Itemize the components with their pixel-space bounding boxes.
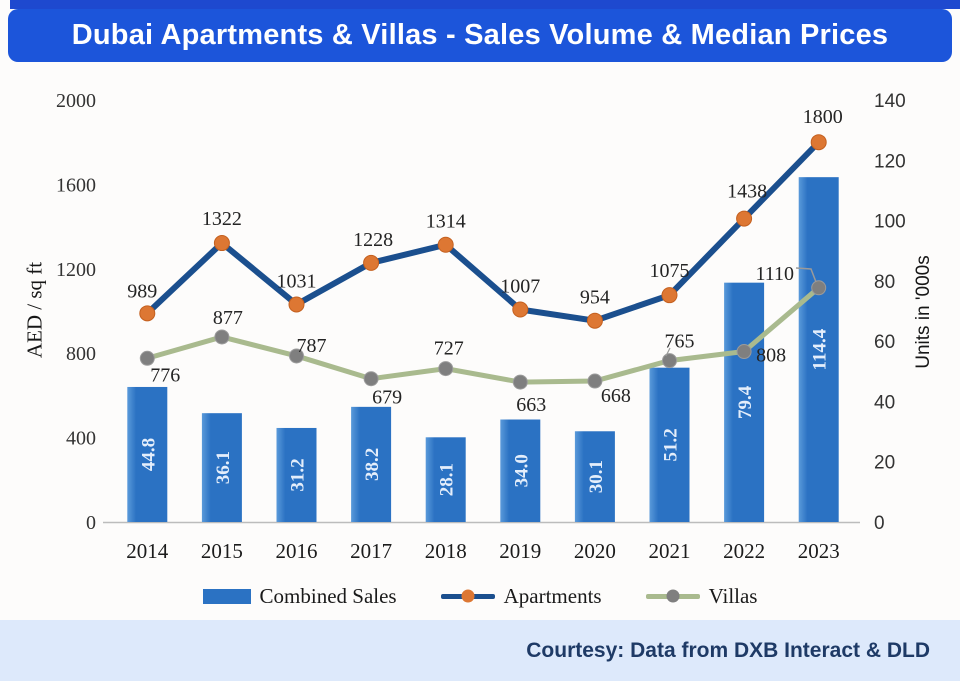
svg-text:1200: 1200 [56, 259, 96, 281]
svg-text:727: 727 [434, 338, 464, 360]
svg-text:877: 877 [213, 307, 243, 329]
legend-item-villas: Villas [645, 583, 758, 609]
svg-text:2023: 2023 [798, 539, 840, 563]
svg-text:44.8: 44.8 [138, 438, 159, 471]
svg-text:808: 808 [756, 345, 786, 367]
legend-label-apartments: Apartments [503, 583, 602, 608]
apartments-markers [139, 134, 827, 329]
page-title: Dubai Apartments & Villas - Sales Volume… [71, 19, 889, 51]
svg-text:2014: 2014 [126, 539, 169, 563]
svg-text:954: 954 [580, 287, 610, 309]
svg-text:2022: 2022 [723, 539, 765, 563]
legend-item-combined-sales: Combined Sales [202, 583, 397, 609]
svg-text:668: 668 [601, 385, 631, 407]
svg-text:1322: 1322 [202, 208, 242, 230]
svg-text:28.1: 28.1 [437, 463, 458, 496]
svg-text:31.2: 31.2 [288, 458, 309, 491]
svg-text:765: 765 [665, 331, 695, 353]
svg-text:2000: 2000 [56, 90, 96, 112]
svg-text:776: 776 [150, 364, 180, 386]
svg-text:2021: 2021 [649, 539, 691, 563]
left-axis-title: AED / sq ft [22, 261, 47, 359]
legend-label-villas: Villas [708, 583, 758, 608]
villas-765-leader [665, 347, 671, 357]
legend-label-combined-sales: Combined Sales [259, 583, 397, 608]
legend-item-apartments: Apartments [440, 583, 602, 609]
svg-text:2020: 2020 [574, 539, 616, 563]
svg-text:40: 40 [874, 392, 895, 413]
svg-text:51.2: 51.2 [661, 428, 682, 461]
svg-text:34.0: 34.0 [511, 454, 532, 487]
svg-text:1314: 1314 [426, 211, 466, 233]
svg-text:1228: 1228 [353, 229, 393, 251]
svg-text:79.4: 79.4 [735, 385, 756, 419]
top-border-strip [10, 0, 960, 9]
villas-data-labels: 776 877 787 679 727 663 668 765 808 1110 [150, 263, 794, 416]
svg-text:1075: 1075 [650, 260, 690, 282]
svg-text:30.1: 30.1 [586, 460, 607, 493]
svg-text:36.1: 36.1 [213, 451, 234, 484]
chart-legend: Combined Sales Apartments Villas [0, 583, 960, 609]
svg-text:2016: 2016 [276, 539, 318, 563]
svg-text:20: 20 [874, 453, 895, 474]
svg-text:100: 100 [874, 212, 906, 233]
svg-text:2018: 2018 [425, 539, 467, 563]
svg-text:1110: 1110 [755, 263, 794, 285]
svg-text:0: 0 [874, 513, 885, 534]
villas-1110-leader [795, 267, 817, 283]
svg-text:1007: 1007 [500, 276, 540, 298]
svg-text:120: 120 [874, 151, 906, 172]
right-axis-ticks: 0 20 40 60 80 100 120 140 [874, 91, 906, 534]
svg-text:2017: 2017 [350, 539, 392, 563]
apartments-line-swatch [440, 589, 495, 603]
combo-chart: 0 400 800 1200 1600 2000 0 20 40 60 80 100 120 140 201… [56, 90, 906, 563]
svg-text:80: 80 [874, 272, 895, 293]
title-banner: Dubai Apartments & Villas - Sales Volume… [8, 9, 952, 62]
svg-text:787: 787 [297, 335, 327, 357]
svg-text:679: 679 [372, 387, 402, 409]
apartments-data-labels: 989 1322 1031 1228 1314 1007 954 1075 1438 1800 [127, 106, 842, 309]
villas-markers [139, 280, 827, 390]
right-axis-title: Units in '000s [913, 255, 934, 369]
courtesy-credit: Courtesy: Data from DXB Interact & DLD [526, 638, 930, 662]
combined-sales-swatch [202, 588, 251, 604]
chart-region: 0 400 800 1200 1600 2000 0 20 40 60 80 100 120 140 201… [0, 62, 960, 620]
left-axis-ticks: 0 400 800 1200 1600 2000 [56, 90, 96, 534]
svg-text:1800: 1800 [803, 106, 843, 128]
svg-text:114.4: 114.4 [810, 328, 831, 370]
apartments-line [144, 139, 822, 324]
svg-text:60: 60 [874, 332, 895, 353]
svg-text:663: 663 [516, 394, 546, 416]
footer-band: Courtesy: Data from DXB Interact & DLD [0, 620, 960, 681]
svg-text:2019: 2019 [499, 539, 541, 563]
svg-text:38.2: 38.2 [362, 448, 383, 481]
villas-line-swatch [645, 589, 700, 603]
combined-sales-bars: 44.8 36.1 31.2 38.2 28.1 34.0 30.1 51.2 79.4 114.… [127, 177, 839, 522]
svg-text:1600: 1600 [56, 174, 96, 196]
villas-marker-icon [666, 589, 680, 603]
svg-text:989: 989 [127, 280, 157, 302]
svg-text:140: 140 [874, 91, 906, 112]
svg-text:2015: 2015 [201, 539, 243, 563]
svg-text:0: 0 [86, 512, 96, 534]
svg-text:1031: 1031 [277, 270, 317, 292]
villas-line [144, 285, 822, 385]
x-axis-labels: 2014 2015 2016 2017 2018 2019 2020 2021 2022 2023 [126, 539, 839, 563]
svg-text:400: 400 [66, 428, 96, 450]
svg-text:1438: 1438 [727, 181, 767, 203]
svg-text:800: 800 [66, 343, 96, 365]
apartments-marker-icon [461, 589, 475, 603]
